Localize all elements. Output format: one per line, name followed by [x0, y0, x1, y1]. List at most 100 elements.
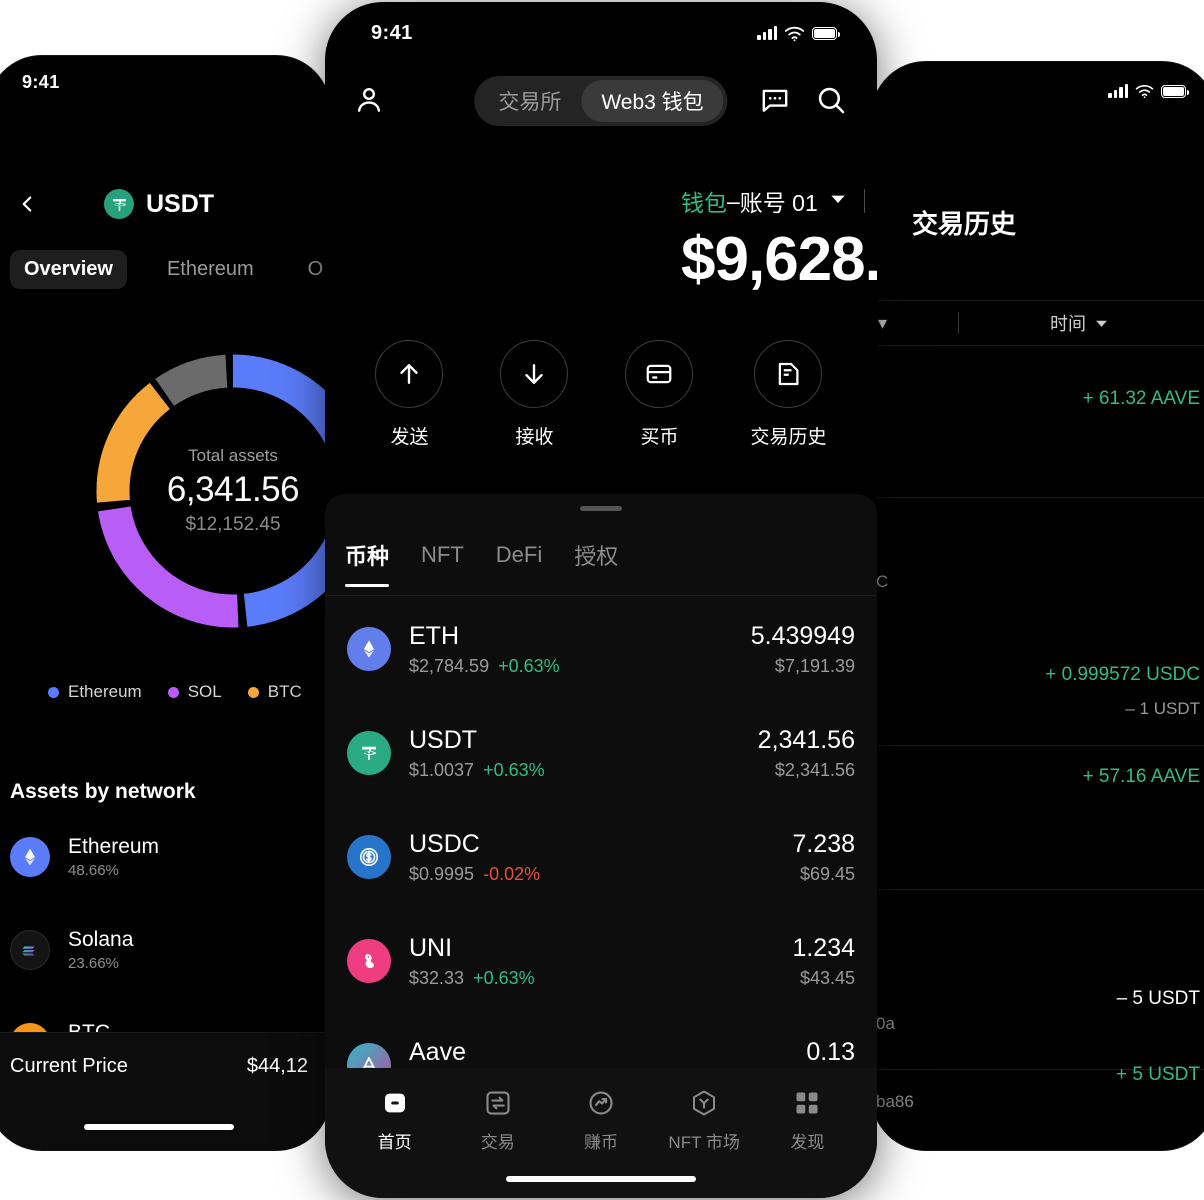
action-send[interactable]: 发送	[375, 340, 444, 449]
left-tab-strip: Overview Ethereum O	[10, 250, 330, 289]
tx-amount: + 57.16 AAVE	[1082, 766, 1200, 787]
token-quantity: 0.13	[806, 1037, 855, 1066]
token-amounts: 5.439949 $7,191.39	[751, 622, 855, 677]
nav-item-trade[interactable]: 交易	[452, 1086, 544, 1153]
network-name: Solana	[68, 928, 134, 951]
segment-web3-wallet[interactable]: Web3 钱包	[581, 80, 724, 122]
network-row-ethereum[interactable]: Ethereum 48.66%	[10, 834, 159, 879]
token-quantity: 5.439949	[750, 621, 855, 650]
sheet-tab-strip: 币种 NFT DeFi 授权	[325, 530, 877, 596]
assets-sheet: 币种 NFT DeFi 授权 ETH $2,784.59 +0.63%	[325, 494, 877, 1198]
tx-amount: + 61.32 AAVE	[1082, 388, 1200, 409]
table-row[interactable]: + 5 USDT ba86	[872, 1064, 1204, 1150]
token-usd-value: $43.45	[799, 967, 855, 988]
token-info: USDT $1.0037 +0.63%	[409, 726, 545, 781]
filter-time-dropdown[interactable]: 时间	[1050, 310, 1108, 336]
bottom-nav-bar: 首页 交易 赚币 NF	[325, 1068, 877, 1198]
tab-nft[interactable]: NFT	[421, 541, 464, 567]
token-price: $2,784.59	[409, 655, 490, 676]
token-price: $0.9995	[409, 863, 475, 884]
nav-label: 赚币	[583, 1133, 618, 1152]
nav-item-earn[interactable]: 赚币	[555, 1086, 647, 1153]
signal-icon	[757, 26, 777, 40]
token-quantity: 2,341.56	[757, 725, 855, 754]
filter-divider	[958, 312, 959, 334]
assets-by-network-title: Assets by network	[10, 780, 196, 803]
legend-dot-sol	[167, 686, 179, 698]
back-chevron-icon[interactable]	[14, 191, 40, 217]
wallet-name: 钱包	[681, 190, 727, 216]
action-label: 发送	[390, 427, 429, 448]
tab-overview[interactable]: Overview	[10, 250, 127, 289]
wallet-dash: –	[727, 187, 740, 214]
table-row[interactable]: – 5 USDT 0a	[872, 890, 1204, 1070]
token-price: $32.33	[409, 967, 465, 988]
tab-ethereum[interactable]: Ethereum	[166, 258, 254, 280]
legend-label-sol: SOL	[187, 682, 222, 701]
home-indicator	[84, 1124, 234, 1130]
tab-defi[interactable]: DeFi	[495, 541, 543, 567]
list-item[interactable]: ETH $2,784.59 +0.63% 5.439949 $7,191.39	[325, 597, 877, 701]
nav-item-nft-market[interactable]: NFT 市场	[658, 1086, 750, 1153]
tab-approvals[interactable]: 授权	[574, 543, 619, 569]
token-price-row: $32.33 +0.63%	[409, 968, 535, 989]
filter-left-caret-icon[interactable]: ▾	[878, 312, 888, 333]
solana-icon	[10, 929, 50, 970]
action-label: 买币	[640, 427, 679, 448]
token-info: ETH $2,784.59 +0.63%	[409, 622, 560, 677]
list-item[interactable]: USDC $0.9995 -0.02% 7.238 $69.45	[325, 805, 877, 909]
list-item[interactable]: UNI $32.33 +0.63% 1.234 $43.45	[325, 909, 877, 1013]
token-price-row: $1.0037 +0.63%	[409, 760, 545, 781]
donut-subvalue: $12,152.45	[185, 514, 281, 535]
action-label: 交易历史	[750, 427, 827, 448]
action-receive[interactable]: 接收	[500, 340, 569, 449]
network-row-solana[interactable]: Solana 23.66%	[10, 927, 133, 972]
wallet-account-selector[interactable]: 钱包 – 账号 01	[681, 184, 877, 218]
donut-center-labels: Total assets 6,341.56 $12,152.45	[83, 341, 330, 641]
chat-bubble-icon[interactable]	[759, 84, 793, 118]
network-ethereum-text: Ethereum 48.66%	[68, 834, 159, 879]
table-row[interactable]: + 61.32 AAVE	[872, 348, 1204, 498]
person-icon[interactable]	[353, 84, 387, 118]
signal-icon	[1108, 84, 1128, 98]
center-top-bar: 交易所 Web3 钱包	[325, 74, 877, 128]
action-buy[interactable]: 买币	[625, 340, 694, 449]
nav-label: NFT 市场	[668, 1133, 740, 1152]
wallet-divider	[863, 189, 865, 213]
tx-amount: + 5 USDT	[1116, 1064, 1200, 1085]
filter-time-label: 时间	[1050, 314, 1086, 334]
tab-coins[interactable]: 币种	[345, 539, 390, 587]
table-row[interactable]: C + 0.999572 USDC – 1 USDT	[872, 498, 1204, 746]
token-change: +0.63%	[473, 967, 535, 988]
list-item[interactable]: USDT $1.0037 +0.63% 2,341.56 $2,341.56	[325, 701, 877, 805]
token-price-row: $2,784.59 +0.63%	[409, 656, 560, 677]
credit-card-icon	[625, 340, 694, 408]
token-usd-value: $7,191.39	[774, 655, 855, 676]
left-title-text: USDT	[145, 189, 215, 218]
token-change: -0.02%	[483, 863, 541, 884]
table-row[interactable]: + 57.16 AAVE	[872, 746, 1204, 890]
sheet-grabber[interactable]	[580, 506, 622, 511]
wallet-account: 账号 01	[739, 190, 818, 216]
nav-item-home[interactable]: 首页	[349, 1086, 441, 1153]
document-icon	[754, 340, 823, 408]
quick-actions: 发送 接收 买币 交易历史	[325, 340, 877, 449]
chevron-down-icon[interactable]	[830, 191, 846, 212]
battery-icon	[1161, 85, 1189, 98]
left-status-bar: 9:41	[0, 72, 330, 93]
segment-exchange[interactable]: 交易所	[498, 91, 562, 114]
home-indicator	[506, 1176, 696, 1182]
action-history[interactable]: 交易历史	[750, 340, 826, 449]
tab-other[interactable]: O	[307, 258, 324, 280]
assets-donut-chart: Total assets 6,341.56 $12,152.45	[83, 341, 330, 641]
nav-label: 首页	[377, 1133, 412, 1152]
token-quantity: 7.238	[792, 829, 855, 858]
token-usd-value: $2,341.56	[774, 759, 855, 780]
nav-item-discover[interactable]: 发现	[761, 1086, 853, 1153]
network-pct: 23.66%	[68, 955, 119, 973]
donut-value: 6,341.56	[166, 470, 300, 509]
search-icon[interactable]	[815, 84, 849, 118]
tether-icon	[347, 731, 391, 775]
network-solana-text: Solana 23.66%	[68, 927, 133, 972]
